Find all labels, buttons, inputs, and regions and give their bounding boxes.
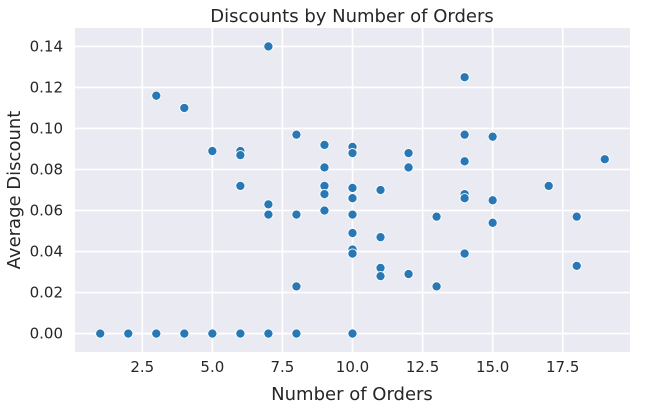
data-point bbox=[291, 129, 302, 140]
data-point bbox=[347, 148, 358, 159]
data-point bbox=[347, 228, 358, 239]
data-point bbox=[263, 41, 274, 52]
data-point bbox=[571, 260, 582, 271]
data-point bbox=[347, 182, 358, 193]
data-point bbox=[235, 180, 246, 191]
data-point bbox=[235, 150, 246, 161]
data-point bbox=[347, 248, 358, 259]
data-point bbox=[263, 199, 274, 210]
data-point bbox=[319, 139, 330, 150]
data-point bbox=[375, 184, 386, 196]
y-tick-label: 0.14 bbox=[30, 37, 63, 55]
data-point bbox=[431, 281, 442, 292]
data-point bbox=[599, 154, 610, 165]
data-point bbox=[151, 328, 162, 339]
x-tick-label: 5.0 bbox=[200, 358, 224, 376]
data-point bbox=[179, 328, 190, 339]
data-point bbox=[319, 189, 330, 200]
data-point bbox=[95, 328, 106, 339]
chart-title: Discounts by Number of Orders bbox=[210, 6, 494, 27]
y-tick-label: 0.06 bbox=[30, 202, 63, 220]
data-point bbox=[347, 328, 358, 339]
data-point bbox=[179, 102, 190, 114]
y-tick-label: 0.02 bbox=[30, 284, 63, 302]
data-point bbox=[263, 209, 274, 220]
y-tick-label: 0.10 bbox=[30, 119, 63, 137]
y-tick-label: 0.00 bbox=[30, 325, 63, 343]
data-point bbox=[403, 148, 414, 159]
data-point bbox=[403, 269, 414, 280]
data-point bbox=[459, 193, 470, 204]
data-point bbox=[375, 271, 386, 282]
x-tick-label: 10.0 bbox=[336, 358, 369, 376]
data-point bbox=[459, 129, 470, 140]
data-point bbox=[291, 281, 302, 292]
data-points bbox=[95, 41, 610, 339]
x-tick-label: 17.5 bbox=[546, 358, 579, 376]
data-point bbox=[571, 211, 582, 222]
data-point bbox=[151, 90, 162, 101]
data-point bbox=[543, 180, 554, 191]
data-point bbox=[459, 72, 470, 83]
data-point bbox=[319, 162, 330, 173]
data-point bbox=[487, 217, 498, 228]
data-point bbox=[347, 209, 358, 220]
x-tick-label: 15.0 bbox=[476, 358, 509, 376]
data-point bbox=[291, 328, 302, 339]
data-point bbox=[263, 328, 274, 339]
y-axis-ticks: 0.00 0.02 0.04 0.06 0.08 0.10 0.12 0.14 bbox=[30, 37, 63, 342]
x-axis-ticks: 2.5 5.0 7.5 10.0 12.5 15.0 17.5 bbox=[130, 358, 579, 376]
x-tick-label: 2.5 bbox=[130, 358, 154, 376]
data-point bbox=[403, 162, 414, 173]
y-tick-label: 0.12 bbox=[30, 78, 63, 96]
data-point bbox=[431, 211, 442, 222]
data-point bbox=[375, 232, 386, 243]
data-point bbox=[319, 205, 330, 216]
data-point bbox=[459, 248, 470, 259]
data-point bbox=[291, 209, 302, 220]
data-point bbox=[207, 328, 218, 339]
data-point bbox=[459, 156, 470, 167]
data-point bbox=[487, 195, 498, 206]
x-tick-label: 12.5 bbox=[406, 358, 439, 376]
data-point bbox=[487, 131, 498, 142]
y-tick-label: 0.04 bbox=[30, 243, 63, 261]
data-point bbox=[235, 328, 246, 339]
y-axis-label: Average Discount bbox=[4, 111, 25, 270]
data-point bbox=[123, 328, 134, 339]
data-point bbox=[207, 145, 218, 157]
y-tick-label: 0.08 bbox=[30, 160, 63, 178]
x-axis-label: Number of Orders bbox=[271, 384, 433, 405]
data-point bbox=[347, 193, 358, 204]
x-tick-label: 7.5 bbox=[270, 358, 294, 376]
